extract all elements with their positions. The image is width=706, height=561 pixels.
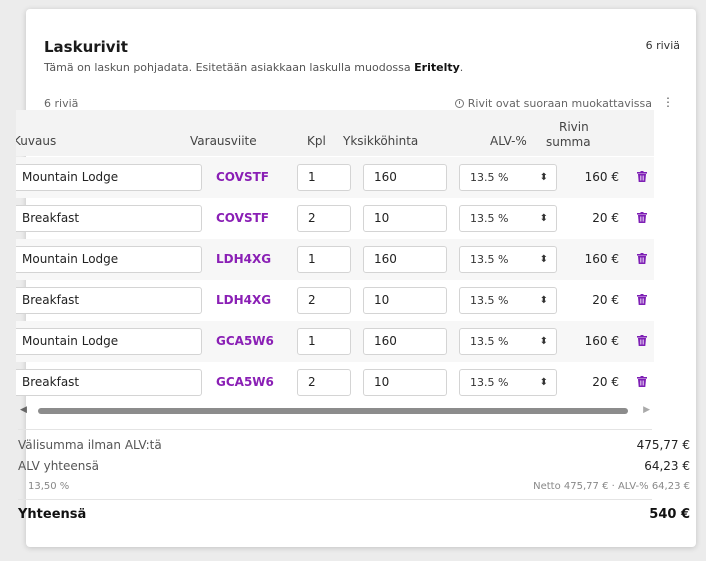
vat-select[interactable]: 13.5 % ⬍ [459, 287, 557, 314]
booking-ref-link[interactable]: GCA5W6 [216, 334, 274, 348]
unit-price-input[interactable]: 10 [363, 287, 447, 314]
scroll-right-arrow-icon[interactable]: ▶ [643, 405, 650, 415]
table-row: Breakfast GCA5W6 2 10 13.5 % ⬍ 20 € [16, 362, 654, 400]
subtotal-label: Välisumma ilman ALV:tä [18, 438, 162, 452]
grand-total-value: 540 € [649, 507, 690, 522]
unit-price-input[interactable]: 160 [363, 164, 447, 191]
qty-input[interactable]: 2 [297, 369, 351, 396]
booking-ref-link[interactable]: LDH4XG [216, 252, 272, 266]
qty-input[interactable]: 1 [297, 328, 351, 355]
trash-icon[interactable] [637, 335, 647, 346]
row-total: 160 € [584, 334, 619, 348]
vat-select[interactable]: 13.5 % ⬍ [459, 369, 557, 396]
vat-select-value: 13.5 % [470, 212, 509, 225]
trash-icon[interactable] [637, 376, 647, 387]
col-vat: ALV-% [490, 134, 527, 148]
chevron-up-down-icon: ⬍ [539, 172, 548, 183]
vat-select-value: 13.5 % [470, 294, 509, 307]
editable-note-text: Rivit ovat suoraan muokattavissa [467, 97, 652, 110]
section-subtitle: Tämä on laskun pohjadata. Esitetään asia… [44, 61, 463, 74]
subtitle-mode: Eritelty [414, 61, 460, 74]
vat-label: ALV yhteensä [18, 459, 99, 473]
row-count-badge: 6 riviä [645, 39, 680, 52]
col-booking-ref: Varausviite [190, 134, 257, 148]
vat-select[interactable]: 13.5 % ⬍ [459, 246, 557, 273]
vat-value: 64,23 € [644, 459, 690, 473]
qty-input[interactable]: 2 [297, 205, 351, 232]
subtitle-text: Tämä on laskun pohjadata. Esitetään asia… [44, 61, 415, 74]
trash-icon[interactable] [637, 253, 647, 264]
booking-ref-link[interactable]: GCA5W6 [216, 375, 274, 389]
grand-total-label: Yhteensä [18, 507, 87, 522]
kebab-menu-icon[interactable]: ⋮ [662, 95, 674, 109]
table-row: Breakfast LDH4XG 2 10 13.5 % ⬍ 20 € [16, 280, 654, 321]
vat-select-value: 13.5 % [470, 171, 509, 184]
vat-select-value: 13.5 % [470, 335, 509, 348]
description-input[interactable]: Mountain Lodge [16, 328, 202, 355]
booking-ref-link[interactable]: COVSTF [216, 170, 269, 184]
vat-select[interactable]: 13.5 % ⬍ [459, 205, 557, 232]
row-total: 20 € [592, 375, 619, 389]
row-total: 160 € [584, 170, 619, 184]
clock-icon [454, 99, 464, 108]
row-total: 20 € [592, 293, 619, 307]
unit-price-input[interactable]: 10 [363, 205, 447, 232]
editable-note: Rivit ovat suoraan muokattavissa [454, 97, 652, 110]
col-description: Kuvaus [16, 134, 57, 148]
chevron-up-down-icon: ⬍ [539, 213, 548, 224]
booking-ref-link[interactable]: COVSTF [216, 211, 269, 225]
vat-select-value: 13.5 % [470, 376, 509, 389]
description-input[interactable]: Breakfast [16, 205, 202, 232]
unit-price-input[interactable]: 10 [363, 369, 447, 396]
col-unit-price: Yksikköhinta [343, 134, 419, 148]
qty-input[interactable]: 1 [297, 246, 351, 273]
scroll-left-arrow-icon[interactable]: ◀ [20, 405, 27, 415]
trash-icon[interactable] [637, 212, 647, 223]
description-input[interactable]: Breakfast [16, 369, 202, 396]
col-qty: Kpl [307, 134, 326, 148]
unit-price-input[interactable]: 160 [363, 246, 447, 273]
subtotal-value: 475,77 € [636, 438, 690, 452]
col-row-total-line1: Rivin [559, 120, 589, 134]
vat-rate-label: 13,50 % [28, 481, 70, 492]
col-row-total-line2: summa [546, 135, 591, 149]
horizontal-scrollbar[interactable]: ◀ ▶ [16, 404, 652, 418]
qty-input[interactable]: 1 [297, 164, 351, 191]
vat-select[interactable]: 13.5 % ⬍ [459, 328, 557, 355]
table-row: Mountain Lodge GCA5W6 1 160 13.5 % ⬍ 160 € [16, 321, 654, 362]
subtitle-suffix: . [459, 61, 464, 74]
grand-total-divider [18, 499, 652, 500]
chevron-up-down-icon: ⬍ [539, 336, 548, 347]
chevron-up-down-icon: ⬍ [539, 254, 548, 265]
description-input[interactable]: Mountain Lodge [16, 246, 202, 273]
chevron-up-down-icon: ⬍ [539, 377, 548, 388]
vat-rate-detail: Netto 475,77 € · ALV-% 64,23 € [533, 481, 690, 492]
chevron-up-down-icon: ⬍ [539, 295, 548, 306]
row-total: 160 € [584, 252, 619, 266]
vat-select[interactable]: 13.5 % ⬍ [459, 164, 557, 191]
row-total: 20 € [592, 211, 619, 225]
totals-divider [18, 429, 652, 430]
row-count: 6 riviä [44, 97, 79, 110]
scroll-thumb[interactable] [38, 408, 628, 414]
unit-price-input[interactable]: 160 [363, 328, 447, 355]
table-header: Kuvaus Varausviite Kpl Yksikköhinta ALV-… [16, 110, 654, 156]
table-row: Breakfast COVSTF 2 10 13.5 % ⬍ 20 € [16, 198, 654, 239]
trash-icon[interactable] [637, 171, 647, 182]
table-row: Mountain Lodge COVSTF 1 160 13.5 % ⬍ 160 € [16, 157, 654, 198]
vat-select-value: 13.5 % [470, 253, 509, 266]
description-input[interactable]: Breakfast [16, 287, 202, 314]
invoice-lines-table: Kuvaus Varausviite Kpl Yksikköhinta ALV-… [16, 110, 654, 400]
qty-input[interactable]: 2 [297, 287, 351, 314]
booking-ref-link[interactable]: LDH4XG [216, 293, 272, 307]
section-title: Laskurivit [44, 38, 128, 56]
trash-icon[interactable] [637, 294, 647, 305]
description-input[interactable]: Mountain Lodge [16, 164, 202, 191]
table-row: Mountain Lodge LDH4XG 1 160 13.5 % ⬍ 160 € [16, 239, 654, 280]
